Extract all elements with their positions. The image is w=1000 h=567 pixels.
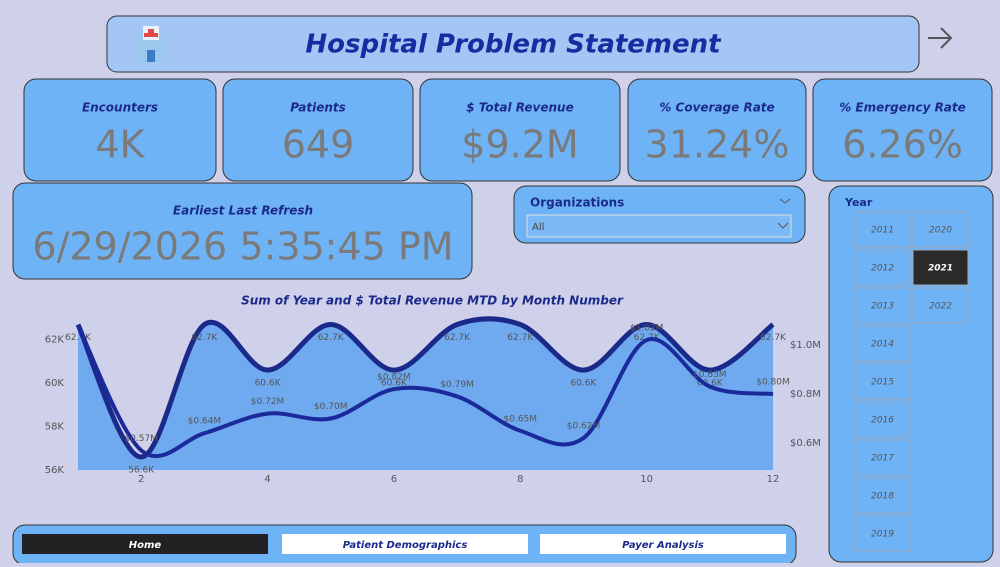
org-label: Organizations xyxy=(530,196,624,210)
nav-label: Payer Analysis xyxy=(622,540,704,551)
header-title: Hospital Problem Statement xyxy=(305,30,722,60)
y-tick-label: 58K xyxy=(45,422,65,433)
data-label: $0.65M xyxy=(504,414,538,424)
area-outline xyxy=(75,316,775,460)
data-label: $0.79M xyxy=(440,380,474,390)
kpi-label: Patients xyxy=(290,101,346,115)
nav-label: Patient Demographics xyxy=(343,540,468,551)
org-selected: All xyxy=(532,222,544,233)
data-label: 62.7K xyxy=(760,333,787,343)
data-label: 62.7K xyxy=(65,333,92,343)
x-tick-label: 4 xyxy=(264,474,270,485)
x-tick-label: 10 xyxy=(640,474,653,485)
kpi-card xyxy=(222,78,414,182)
y2-tick-label: $0.6M xyxy=(790,438,821,449)
data-label: 60.6K xyxy=(570,379,597,389)
year-label: Year xyxy=(844,196,873,209)
x-tick-label: 6 xyxy=(391,474,397,485)
data-label: 62.7K xyxy=(191,333,218,343)
year-option[interactable] xyxy=(854,477,911,514)
kpi-card xyxy=(419,78,621,182)
nav-button[interactable] xyxy=(282,534,528,554)
x-tick-label: 2 xyxy=(138,474,144,485)
year-option[interactable] xyxy=(912,211,969,248)
y2-tick-label: $1.0M xyxy=(790,340,821,351)
year-text: 2022 xyxy=(929,302,952,312)
nav-button[interactable] xyxy=(540,534,786,554)
year-text: 2017 xyxy=(871,454,894,464)
chevron xyxy=(777,222,789,229)
year-option[interactable] xyxy=(854,363,911,400)
kpi-value: 31.24% xyxy=(645,123,790,167)
chart-title: Sum of Year and $ Total Revenue MTD by M… xyxy=(241,294,624,308)
kpi-value: 4K xyxy=(95,123,145,167)
year-text: 2016 xyxy=(871,416,894,426)
data-label: $0.82M xyxy=(377,373,411,383)
header xyxy=(106,15,920,73)
y-tick-label: 56K xyxy=(45,465,65,476)
data-label: 62.7K xyxy=(444,333,471,343)
year-option[interactable] xyxy=(912,287,969,324)
data-label: $0.72M xyxy=(251,397,285,407)
data-label: 56.6K xyxy=(128,465,155,475)
kpi-label: % Coverage Rate xyxy=(659,101,774,115)
year-option[interactable] xyxy=(854,287,911,324)
kpi-label: % Emergency Rate xyxy=(839,101,966,115)
data-label: $0.80M xyxy=(756,378,790,388)
data-label: 62.7K xyxy=(318,333,345,343)
year-text: 2013 xyxy=(871,302,894,312)
year-text: 2014 xyxy=(871,340,894,350)
year-text: 2015 xyxy=(871,378,894,388)
year-text: 2018 xyxy=(871,492,894,502)
year-option[interactable] xyxy=(854,211,911,248)
nav-label: Home xyxy=(129,540,162,551)
org-dropdown[interactable] xyxy=(526,214,792,238)
y-tick-label: 60K xyxy=(45,378,65,389)
refresh-label: Earliest Last Refresh xyxy=(173,204,313,218)
kpi-card xyxy=(23,78,217,182)
kpi-value: 6.26% xyxy=(842,123,963,167)
year-text: 2012 xyxy=(871,264,894,274)
year-option[interactable] xyxy=(854,249,911,286)
year-option[interactable] xyxy=(854,515,911,552)
year-text: 2011 xyxy=(871,226,894,236)
kpi-card xyxy=(627,78,807,182)
hospital-icon xyxy=(136,26,166,62)
line xyxy=(76,324,774,459)
refresh-value: 6/29/2026 5:35:45 PM xyxy=(32,225,453,269)
data-label: 62.7K xyxy=(507,333,534,343)
year-text: 2020 xyxy=(929,226,952,236)
kpi-value: 649 xyxy=(282,123,355,167)
kpi-card xyxy=(812,78,993,182)
area xyxy=(78,318,773,470)
nav-button[interactable] xyxy=(22,534,268,554)
year-option[interactable] xyxy=(854,325,911,362)
data-label: 60.6K xyxy=(255,379,282,389)
data-label: $0.57M xyxy=(124,434,158,444)
kpi-label: Encounters xyxy=(82,101,158,115)
x-tick-label: 8 xyxy=(517,474,523,485)
data-label: $0.64M xyxy=(188,417,222,427)
year-option[interactable] xyxy=(912,249,969,286)
data-label: $0.70M xyxy=(314,402,348,412)
kpi-value: $9.2M xyxy=(461,123,578,167)
kpi-label: $ Total Revenue xyxy=(466,101,574,115)
year-text: 2019 xyxy=(871,530,894,540)
year-text: 2021 xyxy=(928,264,953,274)
data-label: $1.02M xyxy=(630,324,664,334)
refresh-card xyxy=(12,182,473,280)
year-option[interactable] xyxy=(854,401,911,438)
y-tick-label: 62K xyxy=(45,335,65,346)
data-label: $0.83M xyxy=(693,370,727,380)
y2-tick-label: $0.8M xyxy=(790,389,821,400)
next-arrow[interactable] xyxy=(928,27,953,49)
year-option[interactable] xyxy=(854,439,911,476)
data-label: 60.6K xyxy=(381,379,408,389)
data-label: $0.62M xyxy=(567,422,601,432)
chevron xyxy=(779,198,791,204)
data-label: 60.6K xyxy=(697,379,724,389)
x-tick-label: 12 xyxy=(767,474,780,485)
